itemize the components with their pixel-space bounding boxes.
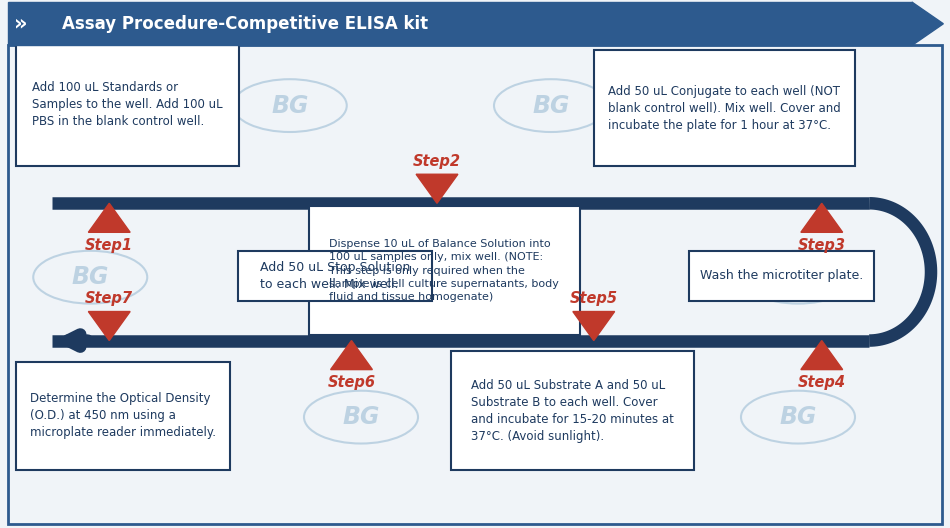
Text: BG: BG [779,405,817,429]
Text: Dispense 10 uL of Balance Solution into
100 uL samples only, mix well. (NOTE:
Th: Dispense 10 uL of Balance Solution into … [330,239,559,302]
Text: BG: BG [532,93,570,118]
FancyBboxPatch shape [238,251,432,301]
Text: BG: BG [342,405,380,429]
Polygon shape [801,203,843,232]
Text: Step7: Step7 [86,291,133,306]
Polygon shape [331,341,372,370]
FancyBboxPatch shape [16,362,230,470]
Text: Add 100 uL Standards or
Samples to the well. Add 100 uL
PBS in the blank control: Add 100 uL Standards or Samples to the w… [32,81,223,128]
FancyBboxPatch shape [16,42,239,166]
Text: BG: BG [779,93,817,118]
FancyBboxPatch shape [451,351,694,470]
Text: Step4: Step4 [798,375,846,390]
Polygon shape [801,341,843,370]
Polygon shape [416,174,458,203]
Text: BG: BG [494,265,532,289]
Text: BG: BG [779,265,817,289]
FancyBboxPatch shape [689,251,874,301]
Text: »: » [14,14,28,34]
Text: Step2: Step2 [413,154,461,169]
Text: Determine the Optical Density
(O.D.) at 450 nm using a
microplate reader immedia: Determine the Optical Density (O.D.) at … [30,392,216,439]
Text: Add 50 uL Substrate A and 50 uL
Substrate B to each well. Cover
and incubate for: Add 50 uL Substrate A and 50 uL Substrat… [471,379,674,442]
FancyBboxPatch shape [8,2,912,45]
Polygon shape [88,312,130,341]
Text: Step6: Step6 [328,375,375,390]
Polygon shape [88,203,130,232]
Text: BG: BG [71,265,109,289]
Text: Wash the microtiter plate.: Wash the microtiter plate. [700,269,863,282]
Text: BG: BG [271,93,309,118]
FancyBboxPatch shape [309,206,580,335]
Text: Step5: Step5 [570,291,618,306]
FancyBboxPatch shape [594,50,855,166]
Text: Step3: Step3 [798,238,846,252]
Text: Add 50 uL Stop Solution
to each well. Mix well.: Add 50 uL Stop Solution to each well. Mi… [259,261,410,291]
Polygon shape [573,312,615,341]
Polygon shape [912,2,943,45]
Text: Step1: Step1 [86,238,133,252]
Text: Add 50 uL Conjugate to each well (NOT
blank control well). Mix well. Cover and
i: Add 50 uL Conjugate to each well (NOT bl… [608,84,841,132]
Text: Assay Procedure-Competitive ELISA kit: Assay Procedure-Competitive ELISA kit [62,15,428,33]
